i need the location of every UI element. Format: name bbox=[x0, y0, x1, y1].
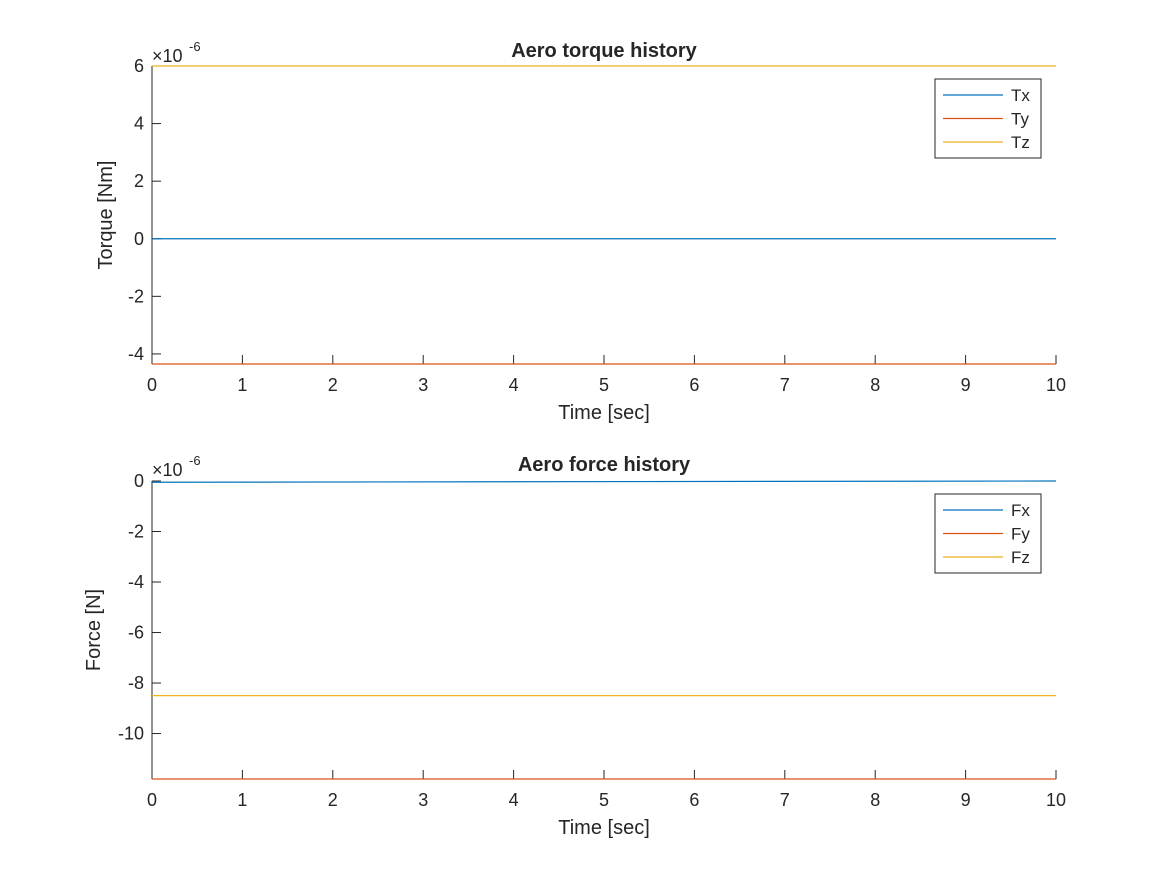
torque-x-tick-label: 3 bbox=[418, 375, 428, 395]
torque-x-tick-label: 9 bbox=[961, 375, 971, 395]
force-x-tick-label: 5 bbox=[599, 790, 609, 810]
torque-legend-label-tx: Tx bbox=[1011, 86, 1030, 105]
force-x-tick-label: 6 bbox=[689, 790, 699, 810]
force-x-tick-label: 4 bbox=[509, 790, 519, 810]
force-y-tick-label: -4 bbox=[128, 572, 144, 592]
torque-x-tick-label: 8 bbox=[870, 375, 880, 395]
torque-subplot: Aero torque history Time [sec] Torque [N… bbox=[95, 39, 1066, 424]
force-x-tick-label: 8 bbox=[870, 790, 880, 810]
force-ylabel: Force [N] bbox=[83, 589, 105, 671]
torque-y-tick-label: -4 bbox=[128, 344, 144, 364]
torque-legend-label-ty: Ty bbox=[1011, 110, 1029, 129]
force-x-tick-label: 7 bbox=[780, 790, 790, 810]
torque-x-tick-label: 6 bbox=[689, 375, 699, 395]
torque-title: Aero torque history bbox=[511, 40, 697, 62]
torque-y-exponent-base: ×10 bbox=[152, 46, 183, 66]
force-y-tick-label: 0 bbox=[134, 471, 144, 491]
force-y-tick-label: -8 bbox=[128, 673, 144, 693]
force-legend-label-fz: Fz bbox=[1011, 548, 1030, 567]
torque-legend-label-tz: Tz bbox=[1011, 133, 1030, 152]
force-y-exponent: -6 bbox=[189, 453, 201, 468]
torque-xlabel: Time [sec] bbox=[558, 402, 650, 424]
torque-y-tick-label: 2 bbox=[134, 171, 144, 191]
torque-x-tick-label: 7 bbox=[780, 375, 790, 395]
force-x-tick-label: 10 bbox=[1046, 790, 1066, 810]
force-x-tick-label: 9 bbox=[961, 790, 971, 810]
force-x-tick-label: 0 bbox=[147, 790, 157, 810]
torque-y-tick-label: 6 bbox=[134, 56, 144, 76]
force-y-tick-label: -6 bbox=[128, 623, 144, 643]
force-x-tick-label: 2 bbox=[328, 790, 338, 810]
force-title: Aero force history bbox=[518, 454, 691, 476]
force-y-tick-label: -10 bbox=[118, 724, 144, 744]
torque-x-tick-label: 4 bbox=[509, 375, 519, 395]
torque-x-tick-label: 2 bbox=[328, 375, 338, 395]
torque-y-tick-label: 4 bbox=[134, 114, 144, 134]
torque-x-tick-label: 1 bbox=[237, 375, 247, 395]
torque-y-exponent: -6 bbox=[189, 39, 201, 54]
force-series-line-fx bbox=[151, 480, 1057, 483]
force-legend-label-fx: Fx bbox=[1011, 501, 1030, 520]
force-legend-label-fy: Fy bbox=[1011, 525, 1030, 544]
force-subplot: Aero force history Time [sec] Force [N] … bbox=[83, 453, 1066, 839]
force-y-tick-label: -2 bbox=[128, 522, 144, 542]
force-x-tick-label: 3 bbox=[418, 790, 428, 810]
torque-x-tick-label: 0 bbox=[147, 375, 157, 395]
torque-ylabel: Torque [Nm] bbox=[95, 161, 117, 270]
torque-y-tick-label: -2 bbox=[128, 286, 144, 306]
force-y-exponent-base: ×10 bbox=[152, 460, 183, 480]
torque-y-tick-label: 0 bbox=[134, 229, 144, 249]
force-x-tick-label: 1 bbox=[237, 790, 247, 810]
torque-x-tick-label: 10 bbox=[1046, 375, 1066, 395]
torque-x-tick-label: 5 bbox=[599, 375, 609, 395]
force-xlabel: Time [sec] bbox=[558, 817, 650, 839]
